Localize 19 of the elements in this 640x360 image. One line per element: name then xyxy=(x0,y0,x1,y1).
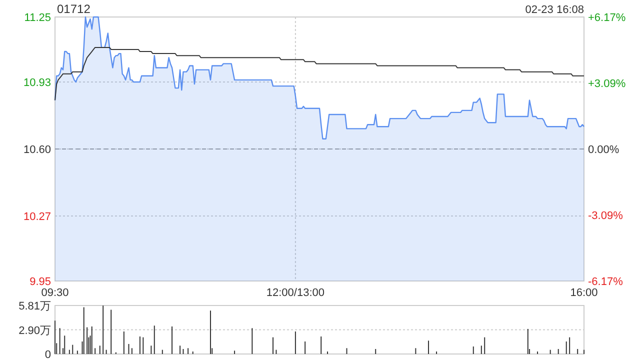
chart-title: 01712 xyxy=(57,2,91,16)
x-tick-label: 09:30 xyxy=(41,287,69,299)
line-series xyxy=(54,46,584,101)
y-tick-label: 9.95 xyxy=(30,276,51,288)
y-tick-label: 0 xyxy=(44,349,51,360)
y2-tick-label: 0.00% xyxy=(588,144,620,156)
y-tick-label: 10.93 xyxy=(23,76,51,89)
x-tick-label: 16:00 xyxy=(570,287,598,299)
y-tick-label: 2.90万 xyxy=(18,324,51,337)
text: 02-23 16:08 xyxy=(525,4,584,16)
y2-tick-label: +3.09% xyxy=(588,78,626,90)
y2-tick-label: -3.09% xyxy=(588,210,624,222)
y2-tick-label: -6.17% xyxy=(588,276,624,288)
y2-tick-label: +6.17% xyxy=(588,12,626,24)
y-tick-label: 11.25 xyxy=(24,12,51,24)
y-tick-label: 10.27 xyxy=(23,211,51,224)
x-tick-label: 12:00/13:00 xyxy=(266,287,325,299)
y-tick-label: 5.81万 xyxy=(18,300,51,312)
y-tick-label: 10.60 xyxy=(23,144,51,156)
